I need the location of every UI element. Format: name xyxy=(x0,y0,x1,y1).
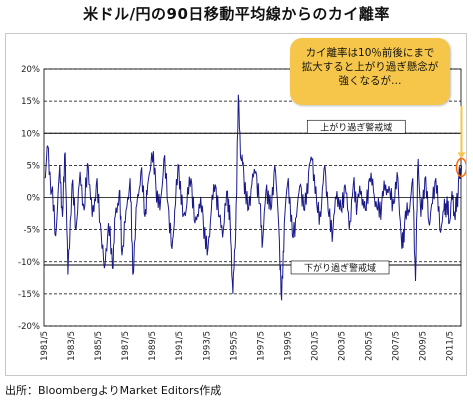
callout-line-3: 強くなるが… xyxy=(338,75,402,87)
x-tick-label: 1987/5 xyxy=(121,331,131,361)
series-line xyxy=(44,94,462,301)
x-tick-label: 2011/5 xyxy=(446,331,456,361)
x-tick-label: 2001/5 xyxy=(311,331,321,361)
line-chart: 20% 15% 10% 5% 0% -5% -10% -15% -20% 1981/5 1983/… xyxy=(18,65,466,361)
axes xyxy=(43,68,462,327)
x-tick-label: 1983/5 xyxy=(67,331,77,361)
x-tick-label: 1991/5 xyxy=(175,331,185,361)
x-tick-label: 1999/5 xyxy=(283,331,293,361)
series-group xyxy=(44,94,462,301)
x-tick-label: 2005/5 xyxy=(365,331,375,361)
y-tick-label: 10% xyxy=(21,129,40,139)
callout-line-2: 拡大すると上がり過ぎ懸念が xyxy=(301,61,439,73)
lower-band-label-box xyxy=(290,260,390,275)
lower-band-label: 下がり過ぎ警戒域 xyxy=(304,262,376,274)
y-tick-labels: 20% 15% 10% 5% 0% -5% -10% -15% -20% xyxy=(18,65,40,332)
y-tick-label: -5% xyxy=(23,226,40,236)
callout-box: カイ離率は10％前後にまで 拡大すると上がり過ぎ懸念が 強くなるが… xyxy=(290,38,450,105)
callout-line-1: カイ離率は10％前後にまで xyxy=(305,47,435,59)
annotations xyxy=(455,106,466,178)
x-tick-label: 2003/5 xyxy=(338,331,348,361)
x-tick-label: 2007/5 xyxy=(392,331,402,361)
x-tick-label: 1997/5 xyxy=(256,331,266,361)
x-tick-label: 1981/5 xyxy=(40,331,50,361)
x-tick-label: 1985/5 xyxy=(94,331,104,361)
plot-border xyxy=(43,68,462,327)
x-tick-label: 2009/5 xyxy=(419,331,429,361)
y-tick-label: -15% xyxy=(18,290,40,300)
y-tick-label: 15% xyxy=(21,97,40,107)
y-tick-label: 20% xyxy=(21,65,40,75)
x-tick-label: 1995/5 xyxy=(229,331,239,361)
y-tick-label: -10% xyxy=(18,258,40,268)
x-tick-label: 1989/5 xyxy=(148,331,158,361)
y-tick-label: 0% xyxy=(27,194,41,204)
source-note: 出所：BloombergよりMarket Editors作成 xyxy=(5,384,222,397)
x-tick-labels: 1981/5 1983/5 1985/5 1987/5 1989/5 1991/5 1993… xyxy=(40,331,456,361)
y-tick-label: -20% xyxy=(18,322,40,332)
x-tick-label: 1993/5 xyxy=(202,331,212,361)
chart-title: 米ドル/円の90日移動平均線からのカイ離率 xyxy=(83,5,390,23)
upper-band-label-box xyxy=(306,119,406,134)
upper-band-label: 上がり過ぎ警戒域 xyxy=(320,121,392,133)
callout-arrowhead xyxy=(457,152,466,159)
y-tick-label: 5% xyxy=(27,161,41,171)
